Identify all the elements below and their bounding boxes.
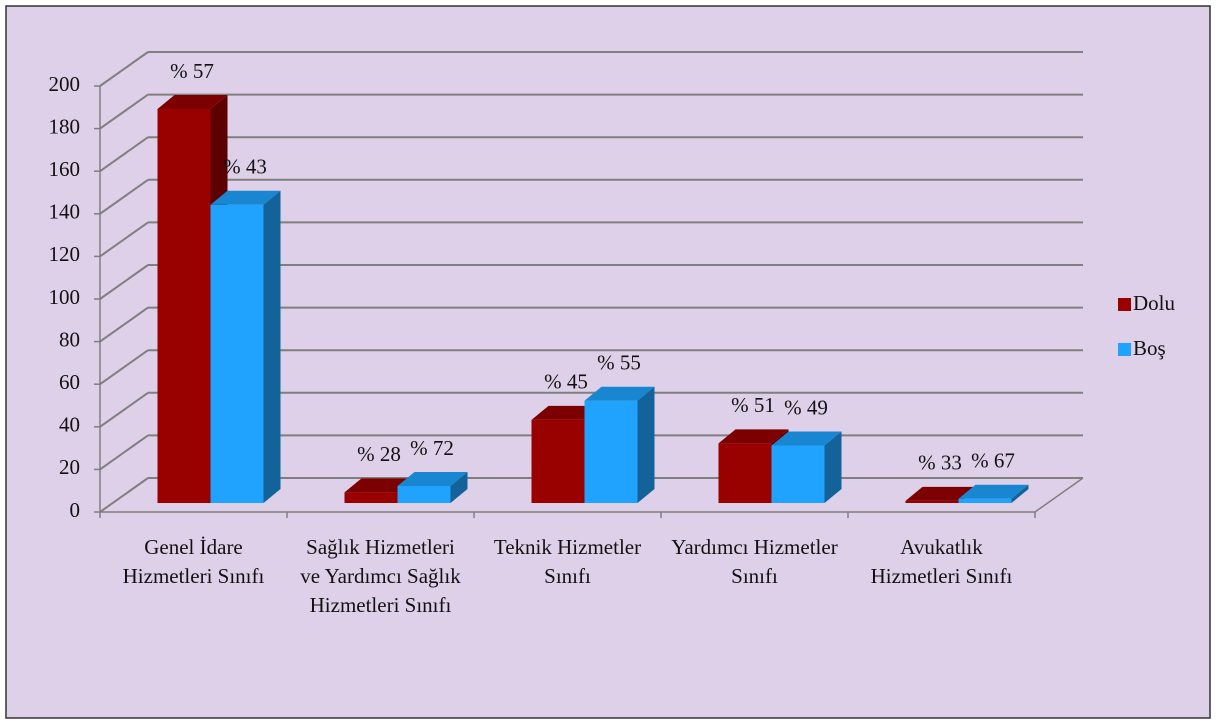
data-label: % 49	[784, 395, 828, 419]
bar-side	[263, 190, 281, 504]
bar-side	[450, 471, 468, 503]
grid-line	[99, 349, 149, 386]
x-tick-label: Teknik Hizmetler Sınıfı	[493, 535, 642, 588]
grid-line	[99, 434, 149, 471]
grid-line	[99, 391, 149, 428]
data-label: % 72	[410, 436, 454, 460]
grid-line	[99, 221, 149, 258]
grid-line	[99, 306, 149, 343]
bar-top	[584, 386, 655, 401]
y-tick-label: 200	[49, 72, 81, 96]
grid-line	[99, 136, 149, 173]
data-label: % 55	[597, 351, 641, 375]
bar-top	[397, 471, 468, 486]
x-tick-label: Yardımcı Hizmetler Sınıfı	[671, 535, 838, 588]
grid-line	[99, 477, 149, 513]
bar-front	[157, 108, 211, 503]
y-tick-label: 80	[59, 327, 80, 351]
bar-top	[344, 478, 415, 493]
bar-side	[637, 386, 655, 503]
data-label: % 51	[731, 393, 775, 417]
y-tick-label: 40	[59, 413, 80, 437]
y-tick-label: 0	[70, 498, 81, 522]
data-label: % 45	[544, 370, 588, 394]
y-tick-label: 140	[49, 200, 81, 224]
y-tick-label: 180	[49, 114, 81, 138]
y-tick-label: 20	[59, 455, 80, 479]
bar-side	[824, 431, 842, 503]
x-tick-label: Avukatlık Hizmetleri Sınıfı	[870, 535, 1013, 588]
data-label: % 67	[971, 449, 1015, 473]
grid-line	[99, 51, 149, 87]
bar-top	[771, 431, 842, 446]
floor-side	[1034, 477, 1084, 513]
bar-front	[718, 443, 772, 503]
bar-top	[531, 405, 602, 420]
bar-front	[771, 445, 825, 503]
bar-top	[958, 484, 1029, 499]
data-label: % 28	[357, 442, 401, 466]
bar-top	[157, 94, 228, 109]
bar-front	[531, 419, 585, 503]
legend-label: Dolu	[1133, 291, 1176, 315]
y-tick-label: 160	[49, 157, 81, 181]
bar-front	[584, 400, 638, 503]
bar-front	[344, 492, 398, 503]
legend-swatch	[1118, 343, 1131, 356]
bar-top	[718, 429, 789, 444]
y-tick-label: 60	[59, 370, 80, 394]
legend-swatch	[1118, 298, 1131, 311]
data-label: % 33	[918, 451, 962, 475]
data-label: % 43	[223, 155, 267, 179]
bar-front	[905, 500, 959, 503]
bar-front	[210, 204, 264, 504]
grid-line	[99, 178, 149, 215]
bar-front	[397, 485, 451, 503]
y-tick-label: 100	[49, 285, 81, 309]
x-tick-label: Genel İdare Hizmetleri Sınıfı	[122, 535, 265, 588]
grid-line	[99, 93, 149, 130]
y-tick-label: 120	[49, 242, 81, 266]
legend-label: Boş	[1133, 336, 1166, 360]
x-tick-label: Sağlık Hizmetleri ve Yardımcı Sağlık Hiz…	[300, 535, 461, 617]
bar-front	[958, 498, 1012, 503]
grid-line	[99, 264, 149, 300]
data-label: % 57	[170, 59, 214, 83]
bar-top	[905, 486, 976, 501]
bar-top	[210, 190, 281, 205]
bar-side	[1011, 484, 1029, 503]
